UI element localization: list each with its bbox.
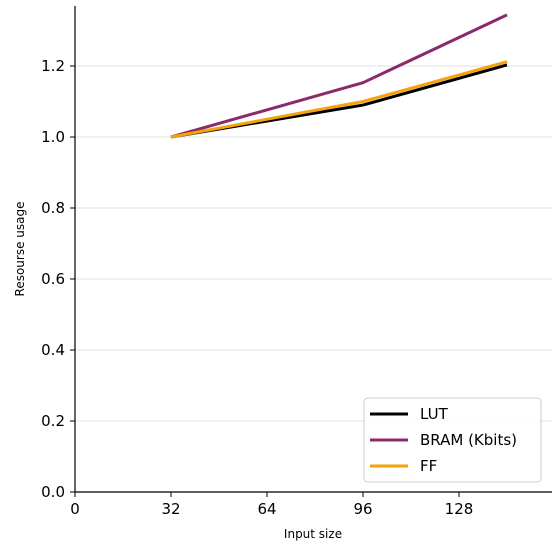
- x-tick-label: 96: [353, 500, 372, 518]
- legend-label-ff: FF: [420, 457, 437, 475]
- x-ticks: 0 32 64 96 128: [70, 492, 473, 518]
- legend-label-lut: LUT: [420, 405, 449, 423]
- y-tick-label: 0.2: [41, 412, 65, 430]
- series-line-ff: [170, 60, 508, 139]
- y-ticks: 0.0 0.2 0.4 0.6 0.8 1.0 1.2: [41, 57, 75, 501]
- axes: [74, 6, 552, 493]
- y-tick-label: 0.4: [41, 341, 65, 359]
- x-tick-label: 32: [161, 500, 180, 518]
- x-tick-label: 0: [70, 500, 80, 518]
- x-axis-title: Input size: [284, 527, 342, 541]
- x-tick-label: 64: [257, 500, 276, 518]
- legend-box: [363, 397, 542, 483]
- y-tick-label: 0.6: [41, 270, 65, 288]
- x-tick-label: 128: [445, 500, 474, 518]
- grid-lines: [75, 65, 552, 422]
- y-tick-label: 0.8: [41, 199, 65, 217]
- legend: LUT BRAM (Kbits) FF: [363, 397, 542, 483]
- y-axis-title: Resourse usage: [13, 202, 27, 297]
- series-lines: [170, 13, 508, 139]
- y-tick-label: 0.0: [41, 483, 65, 501]
- y-tick-label: 1.2: [41, 57, 65, 75]
- legend-label-bram-kbits: BRAM (Kbits): [420, 431, 517, 449]
- y-tick-label: 1.0: [41, 128, 65, 146]
- series-line-bram-kbits: [170, 13, 508, 139]
